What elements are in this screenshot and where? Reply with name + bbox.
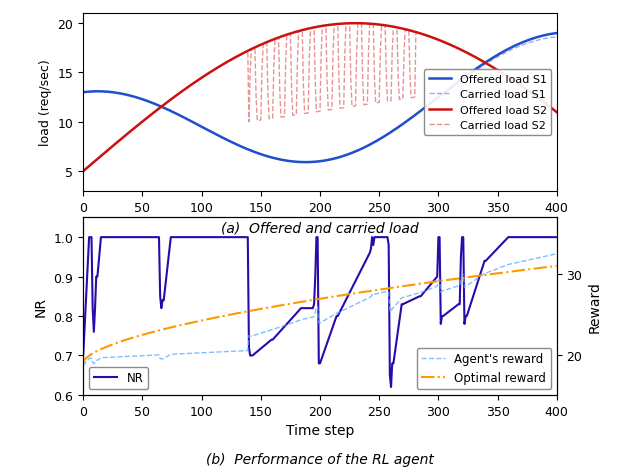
Agent's reward (553, 251, 561, 257)
Optimal reward (426, 280, 434, 286)
Optimal reward (250, 307, 257, 313)
Carried load S1 (319, 159, 326, 164)
NR (429, 280, 436, 286)
Carried load S2 (250, 46, 257, 52)
X-axis label: Time step: Time step (286, 423, 354, 437)
Line: Carried load S2: Carried load S2 (83, 24, 557, 172)
Carried load S1 (250, 149, 257, 155)
Offered load S2 (79, 169, 87, 175)
Y-axis label: Reward: Reward (588, 281, 602, 332)
Offered load S2 (428, 35, 435, 41)
Y-axis label: load (req/sec): load (req/sec) (39, 60, 52, 146)
Agent's reward (141, 353, 148, 359)
Agent's reward (79, 363, 87, 369)
Line: Offered load S2: Offered load S2 (83, 24, 557, 172)
Offered load S1 (250, 149, 257, 155)
Text: (a)  Offered and carried load: (a) Offered and carried load (221, 221, 419, 235)
Y-axis label: NR: NR (34, 297, 48, 317)
Offered load S1 (302, 160, 310, 166)
Legend: Offered load S1, Carried load S1, Offered load S2, Carried load S2: Offered load S1, Carried load S1, Offere… (424, 70, 551, 136)
Carried load S1 (340, 154, 348, 159)
Offered load S2 (383, 24, 390, 30)
Carried load S2 (317, 52, 325, 58)
Line: Carried load S1: Carried load S1 (83, 38, 557, 163)
Carried load S1 (141, 98, 148, 104)
Agent's reward (339, 308, 346, 314)
Agent's reward (426, 287, 434, 292)
Carried load S1 (302, 160, 310, 166)
Legend: Agent's reward, Optimal reward: Agent's reward, Optimal reward (417, 348, 551, 389)
NR (251, 351, 259, 357)
Carried load S1 (383, 133, 390, 139)
Carried load S2 (79, 169, 87, 175)
Offered load S2 (553, 110, 561, 116)
Offered load S1 (383, 133, 390, 139)
Offered load S2 (352, 21, 360, 27)
Offered load S1 (141, 98, 148, 104)
Offered load S2 (141, 118, 148, 123)
Offered load S2 (317, 24, 325, 30)
Offered load S1 (79, 90, 87, 96)
Offered load S1 (553, 31, 561, 37)
NR (319, 354, 326, 360)
Agent's reward (317, 320, 325, 326)
Agent's reward (381, 289, 389, 295)
Line: Offered load S1: Offered load S1 (83, 34, 557, 163)
Line: Optimal reward: Optimal reward (83, 266, 557, 363)
Optimal reward (553, 263, 561, 269)
Offered load S2 (339, 22, 346, 28)
Carried load S2 (339, 106, 346, 111)
Line: NR: NR (83, 238, 557, 387)
Optimal reward (317, 296, 325, 302)
NR (79, 353, 87, 358)
Text: (b)  Performance of the RL agent: (b) Performance of the RL agent (206, 453, 434, 466)
Optimal reward (141, 332, 148, 337)
NR (340, 302, 348, 307)
Optimal reward (79, 360, 87, 366)
Agent's reward (250, 333, 257, 338)
Carried load S1 (553, 35, 561, 40)
Carried load S2 (383, 74, 390, 80)
NR (387, 384, 395, 390)
Carried load S2 (354, 21, 362, 27)
NR (85, 235, 93, 240)
Carried load S1 (428, 101, 435, 107)
Offered load S1 (428, 100, 435, 106)
Offered load S2 (250, 46, 257, 52)
NR (553, 235, 561, 240)
Legend: NR: NR (89, 367, 148, 389)
Carried load S2 (141, 118, 148, 123)
Line: Agent's reward: Agent's reward (83, 254, 557, 366)
Optimal reward (381, 286, 389, 292)
X-axis label: Time step: Time step (286, 219, 354, 234)
Carried load S1 (79, 90, 87, 96)
Optimal reward (339, 293, 346, 298)
NR (383, 235, 390, 240)
NR (142, 235, 150, 240)
Offered load S1 (319, 159, 326, 164)
Carried load S2 (553, 110, 561, 116)
Offered load S1 (340, 154, 348, 159)
Carried load S2 (428, 35, 435, 41)
